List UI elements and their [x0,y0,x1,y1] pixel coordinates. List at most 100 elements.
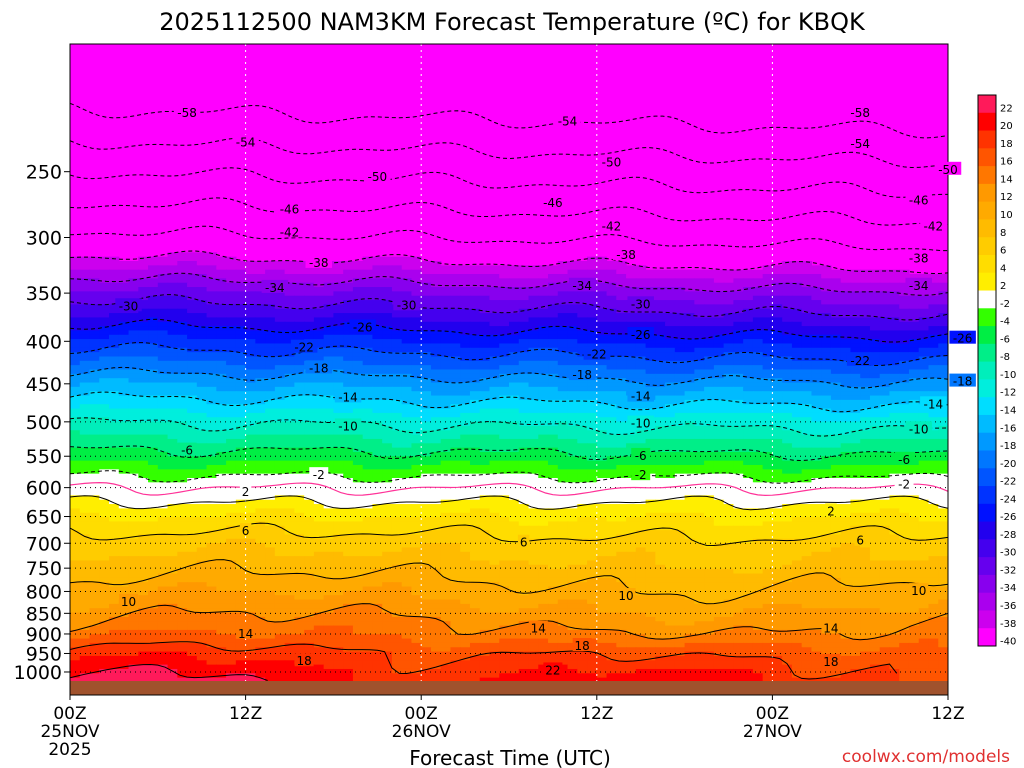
field-cell [128,482,139,488]
field-cell [99,478,110,483]
field-cell [889,473,900,479]
field-cell [460,491,471,496]
field-cell [548,482,559,488]
field-cell [840,386,852,392]
field-cell [821,308,832,314]
field-cell [479,386,491,392]
field-cell [450,321,461,327]
field-cell [70,317,81,323]
field-cell [265,443,276,449]
field-cell [177,360,188,366]
field-cell [830,343,842,349]
field-cell [762,482,773,488]
field-cell [899,274,910,279]
field-cell [938,326,948,332]
field-cell [567,395,578,401]
field-cell [421,282,432,288]
field-cell [226,438,237,444]
field-cell [577,382,588,388]
field-cell [274,352,286,358]
field-cell [557,443,569,449]
field-cell [333,291,344,297]
field-cell [391,443,403,449]
field-cell [694,321,705,327]
field-cell [528,399,539,405]
field-cell [694,369,705,375]
field-cell [499,478,510,483]
field-cell [840,430,852,436]
field-cell [216,282,227,288]
field-cell [869,295,881,301]
field-cell [274,265,286,271]
field-cell [733,360,744,366]
field-cell [606,438,617,444]
field-cell [430,343,442,349]
field-cell [889,339,900,345]
field-cell [226,378,237,384]
field-cell [294,334,305,340]
field-cell [557,417,569,423]
field-cell [499,343,510,349]
field-cell [294,369,305,375]
field-cell [879,321,891,327]
field-cell [226,430,237,436]
field-cell [128,295,139,301]
field-cell [548,274,559,279]
field-cell [567,456,578,462]
field-cell [343,378,354,384]
field-cell [499,491,510,496]
field-cell [528,291,539,297]
field-cell [89,482,100,488]
field-cell [294,447,305,453]
field-cell [177,491,188,496]
field-cell [167,291,178,297]
field-cell [869,369,881,375]
field-cell [762,360,773,366]
field-cell [89,356,100,362]
field-cell [743,412,754,418]
field-cell [489,378,500,384]
field-cell [606,334,617,340]
field-cell [89,421,100,427]
field-cell [489,386,500,392]
field-cell [723,464,734,470]
field-cell [548,373,559,379]
field-cell [460,451,471,457]
field-cell [313,304,325,310]
field-cell [401,287,413,292]
field-cell [665,425,676,431]
field-cell [460,300,471,305]
field-cell [294,386,305,392]
field-cell [850,347,861,353]
field-cell [860,321,871,327]
field-cell [489,412,500,418]
field-cell [811,447,822,453]
field-cell [226,300,237,305]
field-cell [167,256,178,262]
field-cell [791,278,803,284]
field-cell [196,434,208,440]
field-cell [596,308,608,314]
field-cell [138,365,149,371]
field-cell [255,495,266,501]
field-cell [791,269,803,275]
field-cell [313,356,325,362]
field-cell [187,347,198,353]
field-cell [499,464,510,470]
field-cell [665,456,676,462]
field-cell [401,334,413,340]
field-cell [733,412,744,418]
field-cell [313,395,325,401]
field-cell [645,430,656,436]
field-cell [421,478,432,483]
field-cell [704,408,715,414]
field-cell [879,456,891,462]
field-cell [479,430,491,436]
field-cell [665,399,676,405]
field-cell [284,456,295,462]
field-cell [450,373,461,379]
field-cell [557,321,569,327]
field-cell [762,343,773,349]
field-cell [548,408,559,414]
field-cell [743,295,754,301]
